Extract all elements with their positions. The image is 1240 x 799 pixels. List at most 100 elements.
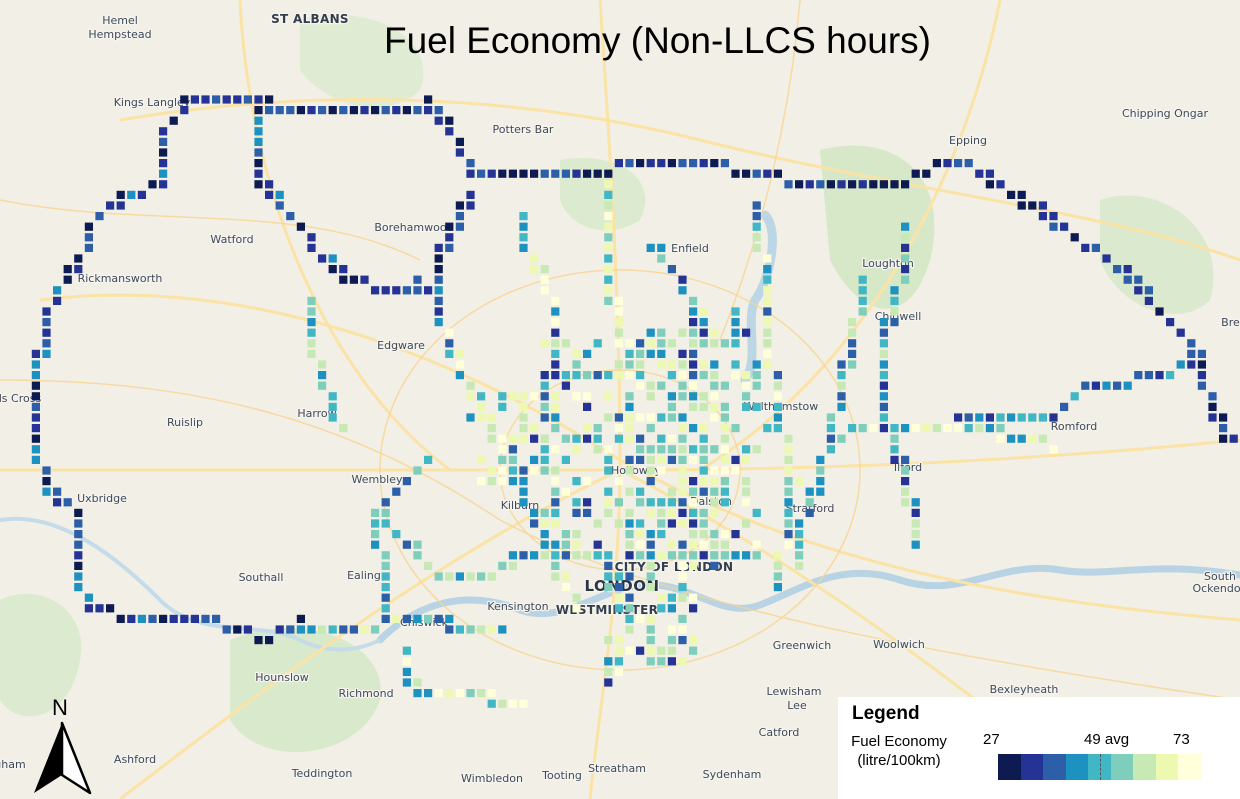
grid-cell xyxy=(31,392,40,401)
grid-cell xyxy=(667,159,676,168)
grid-cell xyxy=(551,339,560,348)
grid-cell xyxy=(689,530,698,539)
grid-cell xyxy=(477,477,486,486)
grid-cell xyxy=(646,636,655,645)
grid-cell xyxy=(254,137,263,146)
grid-cell xyxy=(212,95,221,104)
grid-cell xyxy=(710,381,719,390)
grid-cell xyxy=(996,180,1005,189)
grid-cell xyxy=(53,286,62,295)
grid-cell xyxy=(614,339,623,348)
grid-cell xyxy=(402,678,411,687)
grid-cell xyxy=(127,614,136,623)
grid-cell xyxy=(816,487,825,496)
grid-cell xyxy=(593,519,602,528)
grid-cell xyxy=(434,572,443,581)
grid-cell xyxy=(985,424,994,433)
place-label: Ealing xyxy=(347,569,381,582)
grid-cell xyxy=(1017,413,1026,422)
grid-cell xyxy=(222,625,231,634)
grid-cell xyxy=(551,296,560,305)
grid-cell xyxy=(816,455,825,464)
grid-cell xyxy=(954,159,963,168)
grid-cell xyxy=(657,328,666,337)
grid-cell xyxy=(646,561,655,570)
grid-cell xyxy=(42,466,51,475)
grid-cell xyxy=(636,530,645,539)
grid-cell xyxy=(508,445,517,454)
place-label: Kensington xyxy=(487,600,548,613)
grid-cell xyxy=(381,604,390,613)
grid-cell xyxy=(508,455,517,464)
grid-cell xyxy=(530,434,539,443)
grid-cell xyxy=(116,614,125,623)
grid-cell xyxy=(689,551,698,560)
grid-cell xyxy=(667,371,676,380)
grid-cell xyxy=(572,445,581,454)
grid-cell xyxy=(424,286,433,295)
grid-cell xyxy=(561,551,570,560)
grid-cell xyxy=(604,286,613,295)
grid-cell xyxy=(773,551,782,560)
grid-cell xyxy=(402,477,411,486)
grid-cell xyxy=(381,498,390,507)
grid-cell xyxy=(583,371,592,380)
grid-cell xyxy=(1229,434,1238,443)
grid-cell xyxy=(710,159,719,168)
grid-cell xyxy=(381,106,390,115)
grid-cell xyxy=(307,106,316,115)
grid-cell xyxy=(689,487,698,496)
grid-cell xyxy=(498,445,507,454)
grid-cell xyxy=(614,328,623,337)
grid-cell xyxy=(689,477,698,486)
grid-cell xyxy=(720,540,729,549)
grid-cell xyxy=(1197,371,1206,380)
grid-cell xyxy=(699,328,708,337)
grid-cell xyxy=(318,371,327,380)
grid-cell xyxy=(392,530,401,539)
grid-cell xyxy=(1049,212,1058,221)
north-arrow-icon xyxy=(34,721,92,795)
grid-cell xyxy=(731,530,740,539)
grid-cell xyxy=(1176,328,1185,337)
grid-cell xyxy=(773,583,782,592)
grid-cell xyxy=(667,519,676,528)
grid-cell xyxy=(392,614,401,623)
grid-cell xyxy=(498,699,507,708)
grid-cell xyxy=(773,402,782,411)
grid-cell xyxy=(879,180,888,189)
grid-cell xyxy=(614,636,623,645)
grid-cell xyxy=(551,466,560,475)
grid-cell xyxy=(339,424,348,433)
grid-cell xyxy=(572,604,581,613)
grid-cell xyxy=(710,371,719,380)
grid-cell xyxy=(286,625,295,634)
grid-cell xyxy=(943,159,952,168)
grid-cell xyxy=(689,508,698,517)
grid-cell xyxy=(540,371,549,380)
grid-cell xyxy=(1187,349,1196,358)
grid-cell xyxy=(477,402,486,411)
grid-cell xyxy=(402,106,411,115)
grid-cell xyxy=(1038,434,1047,443)
grid-cell xyxy=(434,254,443,263)
grid-cell xyxy=(646,530,655,539)
grid-cell xyxy=(901,233,910,242)
grid-cell xyxy=(720,498,729,507)
grid-cell xyxy=(1007,413,1016,422)
grid-cell xyxy=(1017,434,1026,443)
grid-cell xyxy=(901,498,910,507)
grid-cell xyxy=(667,487,676,496)
grid-cell xyxy=(445,328,454,337)
grid-cell xyxy=(911,169,920,178)
grid-cell xyxy=(614,318,623,327)
grid-cell xyxy=(572,169,581,178)
grid-cell xyxy=(561,583,570,592)
grid-cell xyxy=(254,95,263,104)
grid-cell xyxy=(731,307,740,316)
legend-swatch xyxy=(1133,754,1156,780)
grid-cell xyxy=(148,180,157,189)
grid-cell xyxy=(625,424,634,433)
grid-cell xyxy=(561,169,570,178)
